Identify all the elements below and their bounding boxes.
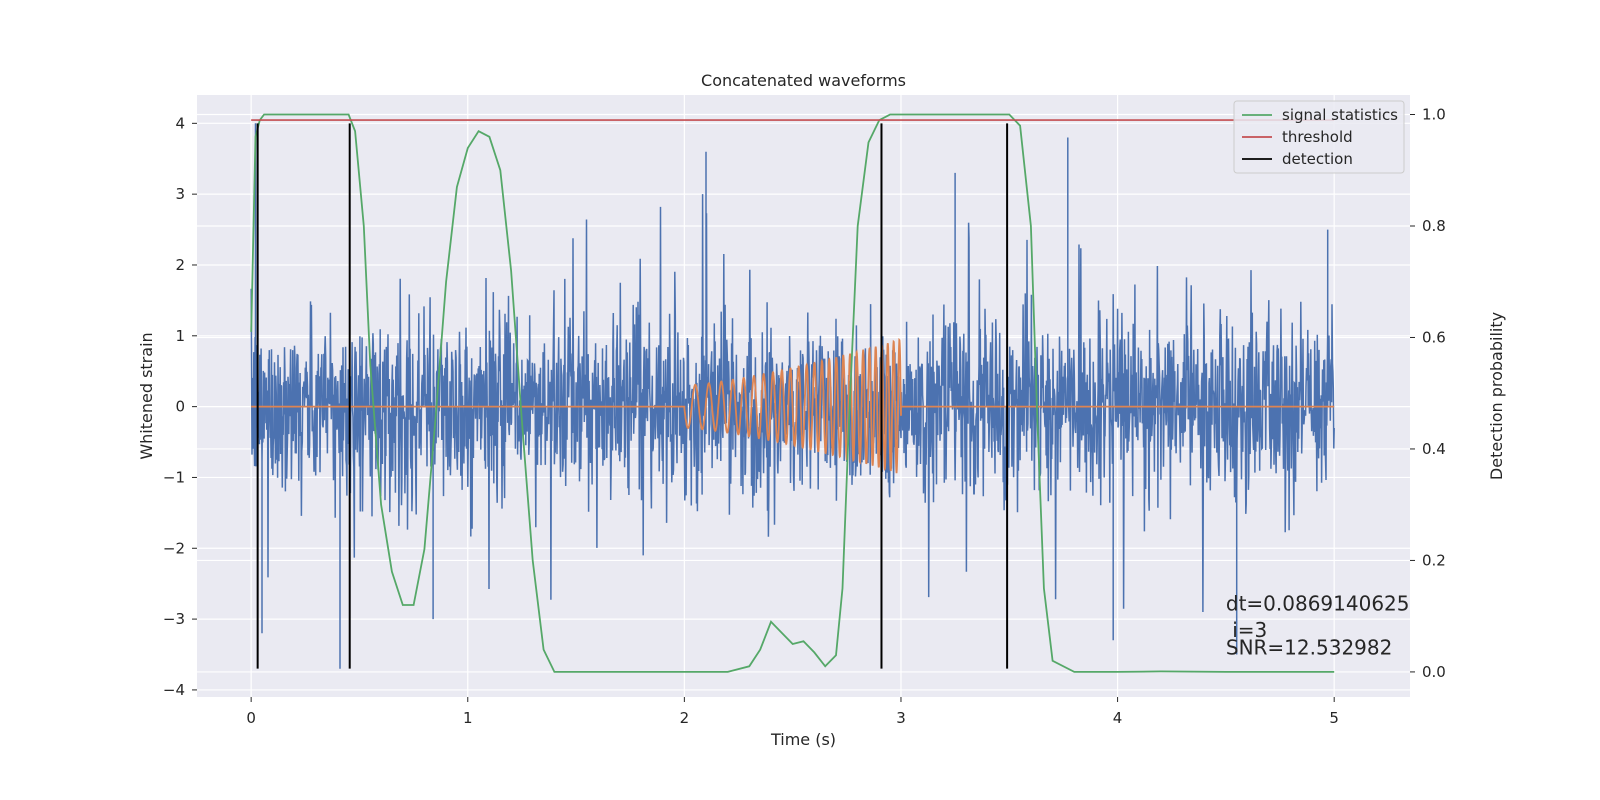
signal-statistics-series <box>250 113 1335 673</box>
y2-tick-label: 0.6 <box>1422 328 1446 346</box>
y2-tick-label: 0.4 <box>1422 440 1446 458</box>
legend-label-signal-statistics: signal statistics <box>1282 106 1398 124</box>
legend: signal statistics threshold detection <box>1233 100 1405 174</box>
axis-ticks: 0 1 2 3 4 5 4 3 2 1 0 −1 −2 −3 −4 1.0 0.8 0.6 0.4 0.2 0.0 <box>163 106 1446 727</box>
y-tick-label: −1 <box>163 468 185 486</box>
annotations: dt=0.0869140625 i=3 SNR=12.532982 <box>1226 592 1410 660</box>
x-axis-label: Time (s) <box>770 730 836 749</box>
detection-lines <box>256 123 1009 669</box>
injected-chirp-series <box>251 337 1335 474</box>
x-tick-label: 1 <box>463 709 473 727</box>
y2-tick-label: 0.2 <box>1422 551 1446 569</box>
y-tick-label: 2 <box>175 256 185 274</box>
x-tick-label: 0 <box>246 709 256 727</box>
x-tick-label: 2 <box>680 709 690 727</box>
legend-label-detection: detection <box>1282 150 1353 168</box>
y-tick-label: −2 <box>163 539 185 557</box>
x-tick-label: 5 <box>1329 709 1339 727</box>
y2-tick-label: 0.0 <box>1422 663 1446 681</box>
y-tick-label: 4 <box>175 114 185 132</box>
x-tick-label: 3 <box>896 709 906 727</box>
plot-contents <box>250 113 1335 673</box>
y-tick-label: −3 <box>163 610 185 628</box>
legend-label-threshold: threshold <box>1282 128 1353 146</box>
y-tick-label: −4 <box>163 681 185 699</box>
x-tick-label: 4 <box>1113 709 1123 727</box>
annotation-index: i=3 <box>1226 618 1267 642</box>
y-tick-label: 1 <box>175 327 185 345</box>
y2-tick-label: 0.8 <box>1422 217 1446 235</box>
y-tick-label: 0 <box>175 398 185 416</box>
y-tick-label: 3 <box>175 185 185 203</box>
y2-tick-label: 1.0 <box>1422 106 1446 124</box>
annotation-snr: SNR=12.532982 <box>1226 636 1392 660</box>
chart-title: Concatenated waveforms <box>701 71 906 90</box>
annotation-dt: dt=0.0869140625 <box>1226 592 1410 616</box>
legend-box <box>1233 100 1405 174</box>
y-axis-label: Whitened strain <box>137 332 156 459</box>
y2-axis-label: Detection probability <box>1487 312 1506 480</box>
